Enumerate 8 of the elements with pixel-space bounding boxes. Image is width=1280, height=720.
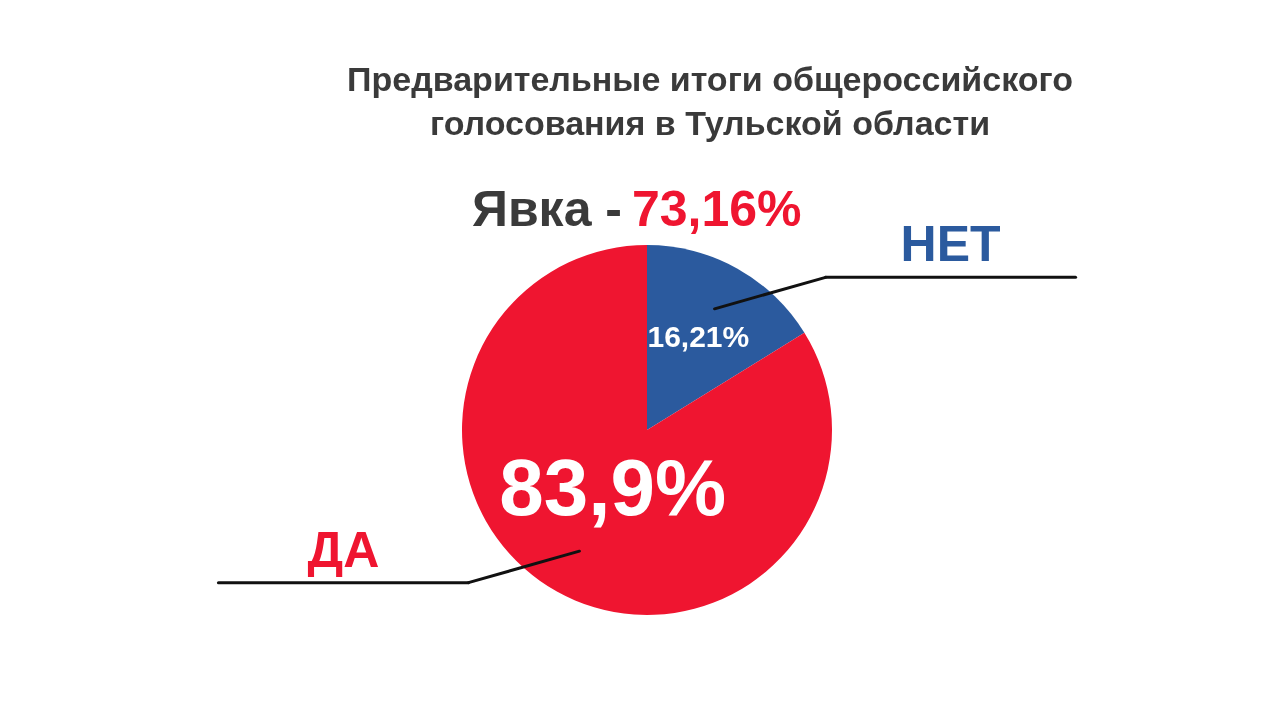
data-label: 16,21% bbox=[647, 319, 750, 353]
data-label: 83,9% bbox=[499, 443, 727, 533]
slice-label: НЕТ bbox=[900, 216, 1001, 273]
pie-slice bbox=[647, 245, 805, 430]
slice-label: ДА bbox=[307, 521, 380, 578]
chart-title: Предварительные итоги общероссийского голосования в Тульской области bbox=[347, 60, 1073, 142]
chart-subtitle: Явка - 73,16% bbox=[471, 181, 802, 237]
pie-slice bbox=[462, 245, 832, 615]
